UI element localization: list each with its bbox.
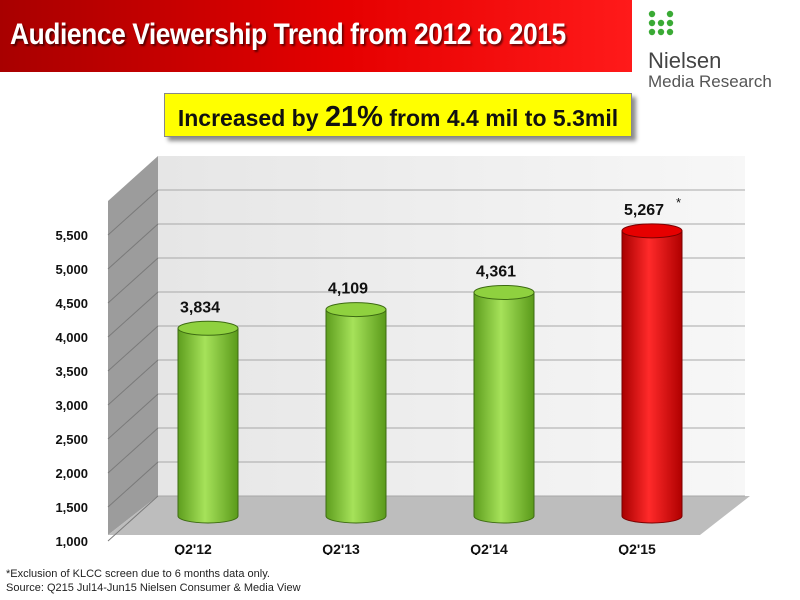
bar: [325, 302, 387, 524]
gridline-side: [107, 461, 159, 508]
y-tick-label: 2,000: [55, 466, 88, 481]
page-title: Audience Viewership Trend from 2012 to 2…: [10, 18, 566, 51]
brand-name: Nielsen: [648, 48, 722, 73]
gridline-side: [107, 325, 159, 372]
callout-highlight: 21%: [324, 101, 383, 133]
y-tick-label: 2,500: [55, 432, 88, 447]
x-tick-label: Q2'14: [470, 541, 508, 555]
footnote-exclusion: *Exclusion of KLCC screen due to 6 month…: [6, 568, 270, 580]
gridline-side: [107, 495, 159, 542]
callout-text: Increased by 21% from 4.4 mil to 5.3mil: [165, 101, 631, 134]
bar-body: [473, 291, 535, 524]
footnote-source: Source: Q215 Jul14-Jun15 Nielsen Consume…: [6, 582, 301, 594]
footnotes: *Exclusion of KLCC screen due to 6 month…: [6, 567, 301, 595]
chart-floor: [108, 496, 750, 535]
callout-post: from 4.4 mil to 5.3mil: [382, 105, 619, 131]
callout-box: Increased by 21% from 4.4 mil to 5.3mil: [164, 93, 632, 137]
x-tick-label: Q2'13: [322, 541, 360, 555]
bar-body: [325, 309, 387, 524]
gridline-side: [107, 189, 159, 236]
gridline-side: [107, 223, 159, 270]
chart-side-wall: [108, 156, 158, 535]
gridline-side: [107, 427, 159, 474]
x-tick-label: Q2'12: [174, 541, 212, 555]
brand-subtitle: Media Research: [648, 72, 772, 91]
gridline-side: [107, 257, 159, 304]
y-tick-label: 5,500: [55, 228, 88, 243]
y-tick-label: 1,000: [55, 534, 88, 549]
gridline-side: [107, 291, 159, 338]
data-label-mark: *: [676, 195, 681, 210]
y-tick-label: 3,500: [55, 364, 88, 379]
bar-top: [473, 284, 535, 300]
y-tick-label: 5,000: [55, 262, 88, 277]
brand-block: Nielsen Media Research: [632, 0, 800, 110]
bar: [473, 284, 535, 524]
title-banner: Audience Viewership Trend from 2012 to 2…: [0, 0, 632, 72]
gridline-side: [107, 393, 159, 440]
y-tick-label: 4,000: [55, 330, 88, 345]
bar: [621, 223, 683, 524]
nielsen-logo-icon: [648, 10, 674, 36]
data-label: 3,834: [180, 299, 220, 316]
bar-top: [621, 223, 683, 239]
bar-top: [325, 302, 387, 318]
y-tick-label: 1,500: [55, 500, 88, 515]
x-tick-label: Q2'15: [618, 541, 656, 555]
callout-pre: Increased by: [177, 105, 325, 131]
bar-top: [177, 320, 239, 336]
gridline-side: [107, 359, 159, 406]
data-label: 4,361: [476, 263, 516, 280]
data-label: 5,267: [624, 202, 664, 219]
bar-body: [177, 327, 239, 524]
y-tick-label: 4,500: [55, 296, 88, 311]
bar: [177, 320, 239, 524]
y-tick-label: 3,000: [55, 398, 88, 413]
bar-body: [621, 230, 683, 524]
bar-chart: 1,000 1,500 2,000 2,500 3,000 3,500 4,000 4,500…: [55, 156, 750, 555]
data-label: 4,109: [328, 281, 368, 298]
